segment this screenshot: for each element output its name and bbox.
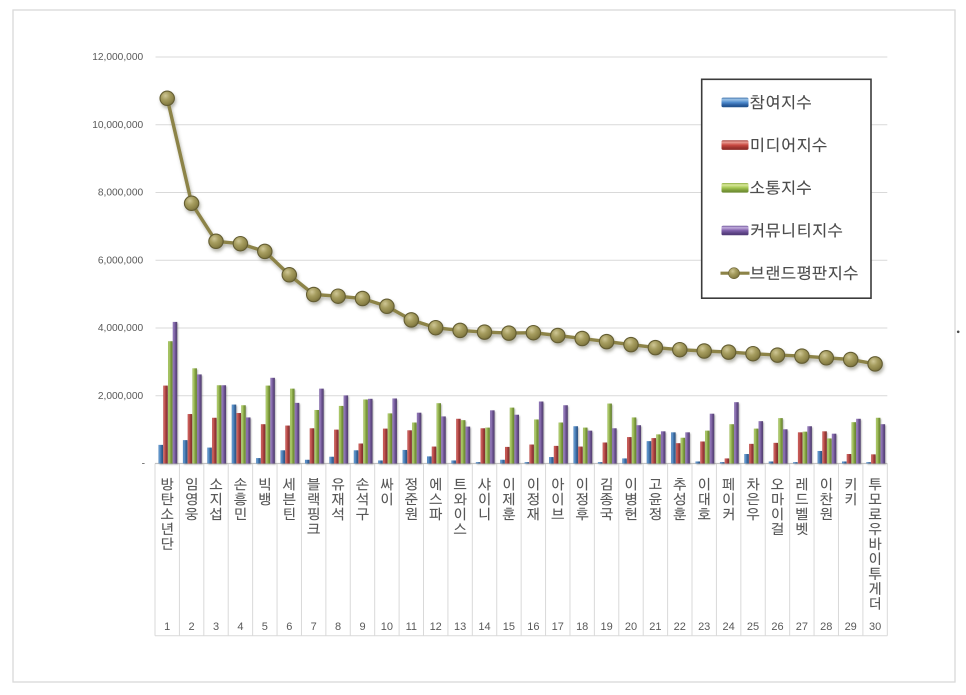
- svg-text:26: 26: [771, 621, 783, 633]
- svg-text:15: 15: [503, 621, 515, 633]
- svg-text:22: 22: [674, 621, 686, 633]
- svg-text:10,000,000: 10,000,000: [92, 120, 143, 131]
- svg-text:12: 12: [430, 621, 442, 633]
- svg-text:20: 20: [625, 621, 637, 633]
- svg-text:9: 9: [359, 621, 365, 633]
- svg-text:6: 6: [286, 621, 292, 633]
- svg-text:1: 1: [164, 621, 170, 633]
- svg-text:13: 13: [454, 621, 466, 633]
- svg-text:25: 25: [747, 621, 759, 633]
- svg-text:2: 2: [189, 621, 195, 633]
- svg-text:8,000,000: 8,000,000: [98, 188, 144, 199]
- svg-text:14: 14: [478, 621, 490, 633]
- svg-text:12,000,000: 12,000,000: [92, 52, 143, 63]
- svg-text:10: 10: [381, 621, 393, 633]
- svg-text:24: 24: [722, 621, 734, 633]
- svg-text:-: -: [142, 458, 145, 469]
- svg-text:30: 30: [869, 621, 881, 633]
- svg-text:4,000,000: 4,000,000: [98, 323, 144, 334]
- svg-text:3: 3: [213, 621, 219, 633]
- svg-text:21: 21: [649, 621, 661, 633]
- svg-text:19: 19: [600, 621, 612, 633]
- svg-text:11: 11: [406, 621, 417, 633]
- svg-text:17: 17: [552, 621, 564, 633]
- svg-text:2,000,000: 2,000,000: [98, 391, 144, 402]
- svg-text:28: 28: [820, 621, 832, 633]
- svg-text:4: 4: [237, 621, 243, 633]
- svg-text:23: 23: [698, 621, 710, 633]
- svg-text:27: 27: [796, 621, 808, 633]
- svg-text:29: 29: [845, 621, 857, 633]
- svg-text:6,000,000: 6,000,000: [98, 255, 144, 266]
- svg-text:8: 8: [335, 621, 341, 633]
- svg-text:7: 7: [311, 621, 317, 633]
- svg-text:5: 5: [262, 621, 268, 633]
- svg-text:16: 16: [527, 621, 539, 633]
- svg-text:18: 18: [576, 621, 588, 633]
